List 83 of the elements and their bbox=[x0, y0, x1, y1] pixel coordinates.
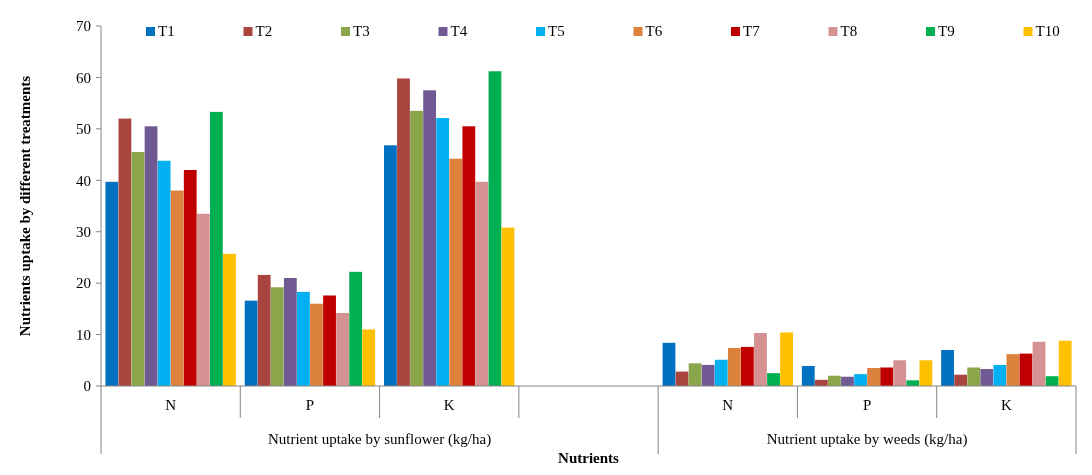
legend-label: T10 bbox=[1035, 23, 1060, 39]
bar bbox=[488, 71, 502, 386]
legend-label: T5 bbox=[548, 23, 565, 39]
y-tick-label: 60 bbox=[76, 69, 91, 86]
y-tick-label: 50 bbox=[76, 121, 91, 138]
bar bbox=[244, 300, 258, 386]
legend-label: T4 bbox=[450, 23, 468, 39]
bar bbox=[954, 374, 968, 386]
legend-label: T9 bbox=[938, 23, 955, 39]
text: Nutrient uptake by weeds (kg/ha) bbox=[766, 431, 968, 448]
bar bbox=[144, 126, 158, 386]
bar bbox=[436, 118, 450, 386]
legend-label: T6 bbox=[645, 23, 663, 39]
y-tick-label: 10 bbox=[76, 326, 91, 343]
bar bbox=[410, 110, 423, 386]
y-tick-label: 20 bbox=[76, 275, 91, 292]
y-tick-label: 0 bbox=[83, 378, 91, 395]
bar bbox=[336, 312, 349, 386]
bar bbox=[362, 329, 376, 386]
bar bbox=[449, 158, 463, 386]
bar bbox=[196, 213, 210, 386]
bar bbox=[854, 374, 867, 386]
bar bbox=[919, 360, 933, 386]
bar bbox=[118, 118, 132, 386]
legend-label: T7 bbox=[743, 23, 761, 39]
bar bbox=[993, 364, 1007, 386]
bar bbox=[223, 253, 236, 386]
bar bbox=[941, 350, 954, 386]
legend-label: T1 bbox=[158, 23, 175, 39]
x-tick-label: K bbox=[1000, 397, 1012, 413]
x-tick-label: K bbox=[443, 397, 455, 413]
bar bbox=[880, 367, 894, 386]
bar bbox=[801, 365, 815, 386]
bar bbox=[131, 152, 145, 386]
bar bbox=[283, 278, 297, 386]
bar bbox=[296, 291, 310, 386]
bar bbox=[349, 271, 363, 386]
bar bbox=[688, 363, 702, 386]
bar bbox=[1006, 354, 1020, 386]
bar bbox=[475, 181, 489, 386]
legend-label: T3 bbox=[353, 23, 370, 39]
bar bbox=[662, 342, 676, 386]
bar bbox=[384, 145, 397, 386]
bar bbox=[906, 380, 920, 386]
bar bbox=[105, 181, 119, 386]
bar bbox=[780, 332, 793, 386]
bar bbox=[157, 160, 171, 386]
legend-label: T8 bbox=[840, 23, 858, 39]
y-tick-label: 30 bbox=[76, 223, 91, 240]
bar bbox=[754, 333, 767, 386]
x-tick-label: N bbox=[722, 397, 734, 413]
bar bbox=[867, 368, 881, 386]
bar bbox=[257, 274, 271, 386]
bar bbox=[701, 364, 715, 386]
bar bbox=[1019, 353, 1033, 386]
bar bbox=[740, 346, 754, 386]
text: Nutrient uptake by sunflower (kg/ha) bbox=[267, 431, 492, 448]
x-tick-label: P bbox=[305, 397, 315, 413]
bar bbox=[727, 347, 741, 386]
bar bbox=[310, 303, 323, 386]
y-tick-label: 70 bbox=[76, 18, 91, 35]
bar bbox=[1032, 341, 1046, 386]
bar bbox=[967, 367, 981, 386]
bar bbox=[893, 360, 907, 386]
bar bbox=[980, 369, 994, 386]
bar bbox=[714, 359, 728, 386]
bar bbox=[501, 227, 515, 386]
bar bbox=[270, 287, 284, 386]
x-tick-label: N bbox=[165, 397, 177, 413]
bar bbox=[323, 295, 336, 386]
bar bbox=[397, 78, 410, 386]
bar bbox=[170, 190, 184, 386]
bar bbox=[767, 373, 780, 386]
bar bbox=[423, 90, 437, 386]
x-tick-label: P bbox=[862, 397, 872, 413]
bar bbox=[462, 126, 476, 386]
y-axis-title: Nutrients uptake by different treatments bbox=[17, 75, 33, 337]
bar bbox=[1058, 340, 1072, 386]
x-axis-title: Nutrients bbox=[558, 450, 620, 466]
legend-label: T2 bbox=[255, 23, 273, 39]
y-tick-label: 40 bbox=[76, 172, 91, 189]
bar bbox=[183, 170, 197, 386]
bar bbox=[209, 111, 223, 386]
